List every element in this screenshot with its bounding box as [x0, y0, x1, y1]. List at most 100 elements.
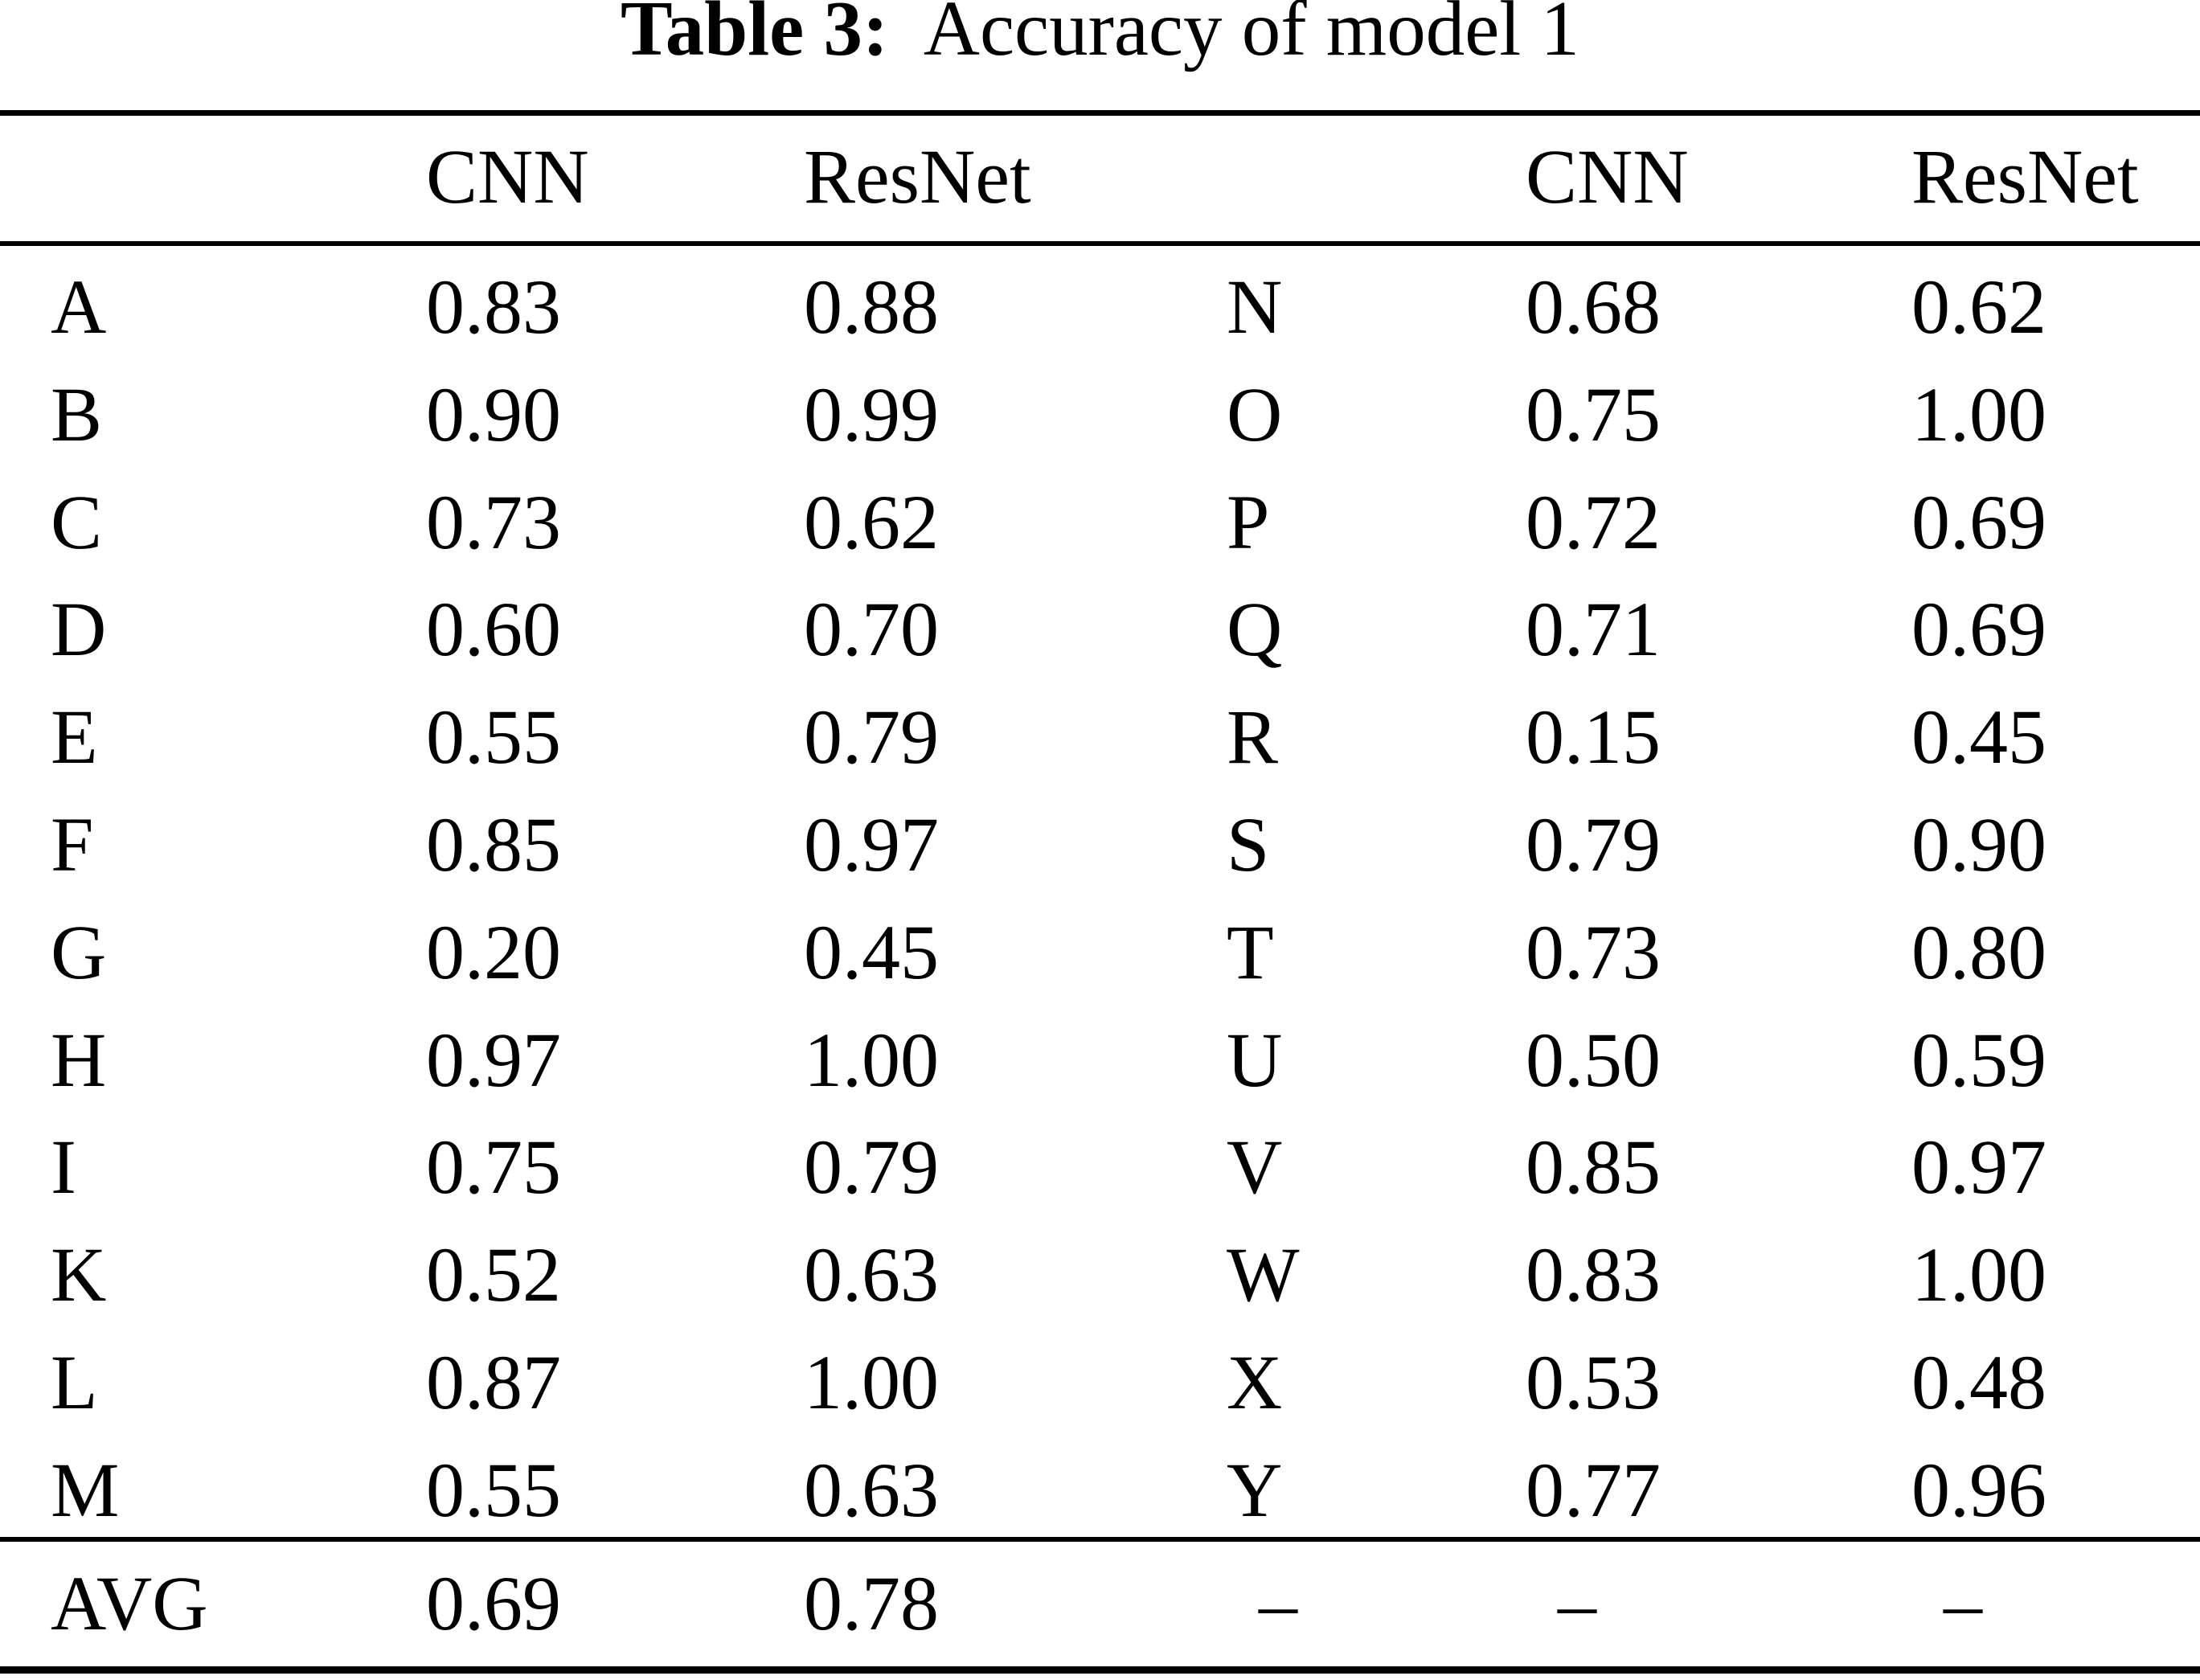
value-resnet-right: 0.69: [1911, 586, 2046, 672]
value-resnet-left: 0.79: [804, 694, 939, 780]
footer-dash-label: –: [1259, 1560, 1297, 1646]
table-row: F 0.85 0.97 S 0.79 0.90: [0, 791, 2200, 899]
table-caption-label: Table 3:: [620, 0, 889, 72]
row-label-left: D: [51, 586, 107, 672]
value-cnn-right: 0.15: [1526, 694, 1661, 780]
value-cnn-left: 0.60: [426, 586, 561, 672]
value-cnn-right: 0.71: [1526, 586, 1661, 672]
row-label-right: V: [1227, 1124, 1283, 1210]
row-label-right: P: [1227, 479, 1270, 565]
value-resnet-left: 0.45: [804, 909, 939, 995]
value-resnet-right: 0.69: [1911, 479, 2046, 565]
value-cnn-left: 0.20: [426, 909, 561, 995]
row-label-left: B: [51, 371, 103, 457]
value-cnn-left: 0.97: [426, 1017, 561, 1103]
row-label-left: K: [51, 1231, 107, 1317]
table-header-rule: [0, 241, 2200, 246]
value-resnet-left: 0.79: [804, 1124, 939, 1210]
value-resnet-right: 0.90: [1911, 801, 2046, 887]
value-cnn-right: 0.72: [1526, 479, 1661, 565]
row-label-right: O: [1227, 371, 1283, 457]
value-resnet-left: 0.63: [804, 1447, 939, 1533]
footer-dash-cnn: –: [1558, 1560, 1596, 1646]
table-row: C 0.73 0.62 P 0.72 0.69: [0, 469, 2200, 576]
row-label-right: X: [1227, 1339, 1283, 1425]
row-label-left: G: [51, 909, 107, 995]
value-resnet-right: 1.00: [1911, 371, 2046, 457]
row-label-right: Q: [1227, 586, 1283, 672]
row-label-left: M: [51, 1447, 120, 1533]
value-cnn-right: 0.68: [1526, 264, 1661, 350]
value-cnn-left: 0.87: [426, 1339, 561, 1425]
table-row: A 0.83 0.88 N 0.68 0.62: [0, 253, 2200, 361]
table-row: M 0.55 0.63 Y 0.77 0.96: [0, 1436, 2200, 1544]
value-resnet-right: 1.00: [1911, 1231, 2046, 1317]
table-row: K 0.52 0.63 W 0.83 1.00: [0, 1221, 2200, 1329]
table-caption-text: Accuracy of model 1: [923, 0, 1579, 72]
table-bottom-rule: [0, 1666, 2200, 1674]
value-cnn-left: 0.75: [426, 1124, 561, 1210]
value-cnn-right: 0.77: [1526, 1447, 1661, 1533]
row-label-right: R: [1227, 694, 1279, 780]
column-header-resnet-right: ResNet: [1911, 133, 2139, 219]
value-cnn-right: 0.79: [1526, 801, 1661, 887]
column-header-cnn-left: CNN: [426, 133, 589, 219]
value-cnn-right: 0.85: [1526, 1124, 1661, 1210]
value-cnn-right: 0.83: [1526, 1231, 1661, 1317]
footer-value-cnn-left: 0.69: [426, 1560, 561, 1646]
row-label-left: E: [51, 694, 98, 780]
value-resnet-left: 0.62: [804, 479, 939, 565]
value-cnn-left: 0.55: [426, 1447, 561, 1533]
value-cnn-right: 0.50: [1526, 1017, 1661, 1103]
footer-dash-resnet: –: [1944, 1560, 1982, 1646]
value-resnet-left: 1.00: [804, 1017, 939, 1103]
value-cnn-left: 0.83: [426, 264, 561, 350]
value-cnn-left: 0.55: [426, 694, 561, 780]
value-cnn-left: 0.52: [426, 1231, 561, 1317]
row-label-right: N: [1227, 264, 1283, 350]
row-label-left: C: [51, 479, 103, 565]
column-header-resnet-left: ResNet: [804, 133, 1031, 219]
value-resnet-left: 0.63: [804, 1231, 939, 1317]
table-row: B 0.90 0.99 O 0.75 1.00: [0, 361, 2200, 469]
row-label-left: F: [51, 801, 94, 887]
value-resnet-left: 0.99: [804, 371, 939, 457]
value-resnet-right: 0.97: [1911, 1124, 2046, 1210]
column-header-cnn-right: CNN: [1526, 133, 1689, 219]
table-top-rule: [0, 110, 2200, 116]
table-row: G 0.20 0.45 T 0.73 0.80: [0, 899, 2200, 1006]
table-caption: Table 3: Accuracy of model 1: [0, 0, 2200, 69]
value-cnn-right: 0.73: [1526, 909, 1661, 995]
value-resnet-right: 0.45: [1911, 694, 2046, 780]
value-resnet-left: 1.00: [804, 1339, 939, 1425]
value-resnet-right: 0.48: [1911, 1339, 2046, 1425]
table-row: H 0.97 1.00 U 0.50 0.59: [0, 1006, 2200, 1114]
value-cnn-left: 0.73: [426, 479, 561, 565]
value-cnn-left: 0.90: [426, 371, 561, 457]
table-row: L 0.87 1.00 X 0.53 0.48: [0, 1329, 2200, 1436]
table-header-row: CNN ResNet CNN ResNet: [0, 123, 2200, 231]
row-label-right: T: [1227, 909, 1274, 995]
row-label-right: S: [1227, 801, 1270, 887]
row-label-left: H: [51, 1017, 107, 1103]
value-resnet-left: 0.70: [804, 586, 939, 672]
value-resnet-right: 0.80: [1911, 909, 2046, 995]
table-row: D 0.60 0.70 Q 0.71 0.69: [0, 576, 2200, 683]
table-row: E 0.55 0.79 R 0.15 0.45: [0, 683, 2200, 791]
value-resnet-right: 0.62: [1911, 264, 2046, 350]
footer-label: AVG: [51, 1560, 208, 1646]
value-resnet-left: 0.97: [804, 801, 939, 887]
value-resnet-right: 0.96: [1911, 1447, 2046, 1533]
table-footer-rule: [0, 1537, 2200, 1542]
value-cnn-left: 0.85: [426, 801, 561, 887]
table-footer-row: AVG 0.69 0.78 – – –: [0, 1550, 2200, 1657]
table-row: I 0.75 0.79 V 0.85 0.97: [0, 1113, 2200, 1221]
row-label-right: U: [1227, 1017, 1283, 1103]
value-cnn-right: 0.75: [1526, 371, 1661, 457]
value-resnet-left: 0.88: [804, 264, 939, 350]
row-label-right: Y: [1227, 1447, 1283, 1533]
row-label-right: W: [1227, 1231, 1300, 1317]
row-label-left: L: [51, 1339, 98, 1425]
value-cnn-right: 0.53: [1526, 1339, 1661, 1425]
